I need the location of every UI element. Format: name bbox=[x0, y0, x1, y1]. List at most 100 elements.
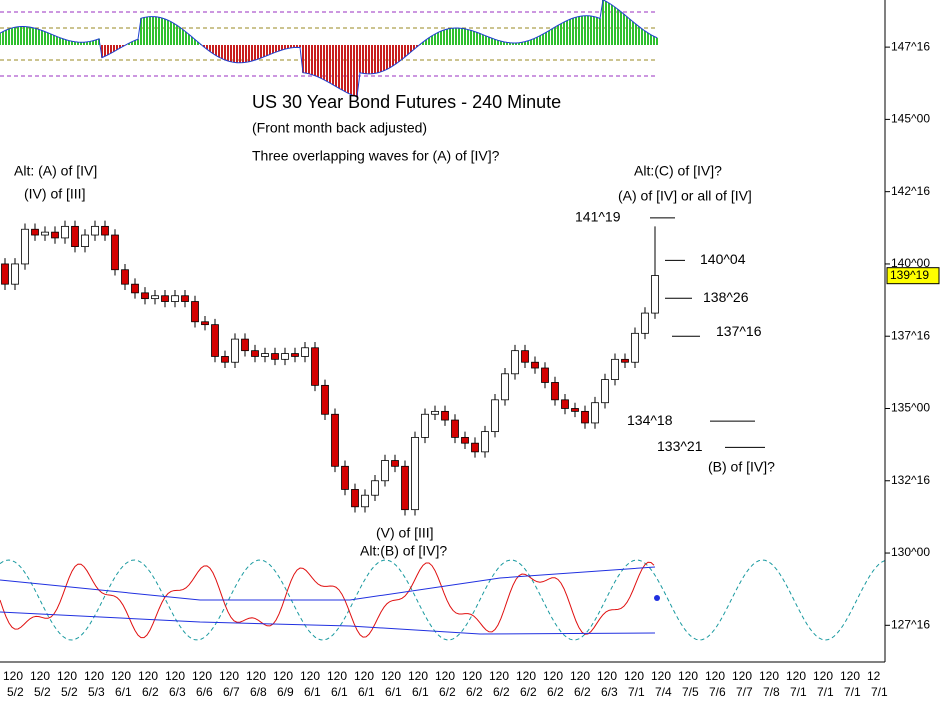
x-date-label: 6/2 bbox=[547, 685, 564, 699]
x-date-label: 7/1 bbox=[628, 685, 645, 699]
x-date-label: 6/2 bbox=[466, 685, 483, 699]
candle-body bbox=[231, 338, 239, 363]
candle-body bbox=[31, 228, 39, 236]
y-tick-label: 127^16 bbox=[891, 617, 930, 631]
x-time-label: 120 bbox=[570, 669, 590, 683]
candle-body bbox=[321, 384, 329, 415]
x-date-label: 7/1 bbox=[871, 685, 888, 699]
candle-body bbox=[41, 231, 49, 236]
candle-body bbox=[291, 353, 299, 357]
x-date-label: 7/5 bbox=[682, 685, 699, 699]
y-tick-label: 140^00 bbox=[891, 256, 930, 270]
candle-body bbox=[261, 353, 269, 357]
x-time-label: 120 bbox=[246, 669, 266, 683]
candle-body bbox=[411, 436, 419, 511]
level-label: 137^16 bbox=[716, 323, 762, 339]
level-label: 141^19 bbox=[575, 209, 621, 225]
candle-body bbox=[621, 358, 629, 363]
x-date-label: 7/6 bbox=[709, 685, 726, 699]
x-date-label: 5/2 bbox=[7, 685, 24, 699]
candle-body bbox=[631, 332, 639, 363]
candle-body bbox=[21, 228, 29, 265]
x-time-label: 120 bbox=[111, 669, 131, 683]
x-time-label: 120 bbox=[354, 669, 374, 683]
candle-body bbox=[241, 338, 249, 352]
candle-body bbox=[271, 353, 279, 360]
x-time-label: 120 bbox=[759, 669, 779, 683]
candle-body bbox=[361, 494, 369, 508]
candle-body bbox=[341, 465, 349, 490]
candle-body bbox=[221, 356, 229, 363]
x-time-label: 120 bbox=[732, 669, 752, 683]
x-time-label: 120 bbox=[651, 669, 671, 683]
level-label: 140^04 bbox=[700, 251, 746, 267]
candle-body bbox=[541, 367, 549, 383]
candle-body bbox=[611, 358, 619, 380]
candle-body bbox=[471, 442, 479, 453]
signal-dot bbox=[654, 595, 660, 601]
candle-body bbox=[641, 312, 649, 334]
x-date-label: 6/2 bbox=[574, 685, 591, 699]
candle-body bbox=[201, 321, 209, 326]
x-date-label: 7/1 bbox=[817, 685, 834, 699]
x-time-label: 120 bbox=[543, 669, 563, 683]
level-label: 133^21 bbox=[657, 438, 703, 454]
candle-body bbox=[191, 301, 199, 323]
candle-body bbox=[491, 399, 499, 433]
level-label: 138^26 bbox=[703, 289, 749, 305]
x-time-label: 120 bbox=[597, 669, 617, 683]
chart-subtitle: (Front month back adjusted) bbox=[252, 120, 427, 136]
y-tick-label: 147^16 bbox=[891, 39, 930, 53]
x-time-label: 12 bbox=[867, 669, 881, 683]
candle-body bbox=[371, 480, 379, 496]
candle-body bbox=[301, 347, 309, 357]
stochastic-line bbox=[0, 561, 655, 639]
x-time-label: 120 bbox=[381, 669, 401, 683]
x-date-label: 6/7 bbox=[223, 685, 240, 699]
candle-body bbox=[421, 413, 429, 438]
candle-body bbox=[11, 263, 19, 285]
candle-body bbox=[161, 295, 169, 302]
candle-body bbox=[71, 225, 79, 247]
candle-body bbox=[181, 295, 189, 302]
candle-body bbox=[461, 436, 469, 444]
x-time-label: 120 bbox=[219, 669, 239, 683]
indicator-panels bbox=[0, 0, 886, 641]
candle-body bbox=[601, 379, 609, 404]
candle-body bbox=[331, 413, 339, 467]
annotation: (A) of [IV] or all of [IV] bbox=[618, 188, 752, 204]
annotation: (B) of [IV]? bbox=[708, 459, 775, 475]
level-label: 134^18 bbox=[627, 412, 673, 428]
y-tick-label: 130^00 bbox=[891, 545, 930, 559]
x-date-label: 6/2 bbox=[142, 685, 159, 699]
x-date-label: 6/1 bbox=[115, 685, 132, 699]
candle-body bbox=[651, 275, 659, 314]
candle-body bbox=[451, 419, 459, 438]
candle-body bbox=[61, 225, 69, 239]
x-time-label: 120 bbox=[813, 669, 833, 683]
annotation: Alt:(C) of [IV]? bbox=[634, 163, 722, 179]
cycle-line bbox=[0, 559, 886, 641]
x-time-label: 120 bbox=[840, 669, 860, 683]
x-date-label: 6/2 bbox=[439, 685, 456, 699]
x-time-label: 120 bbox=[705, 669, 725, 683]
candle-body bbox=[481, 431, 489, 453]
candle-body bbox=[431, 410, 439, 415]
annotation: (IV) of [III] bbox=[24, 186, 85, 202]
candle-body bbox=[311, 347, 319, 386]
candle-body bbox=[351, 489, 359, 508]
candle-body bbox=[121, 269, 129, 285]
x-date-label: 6/2 bbox=[493, 685, 510, 699]
candle-body bbox=[501, 373, 509, 401]
annotation: Alt: (A) of [IV] bbox=[14, 163, 97, 179]
x-time-label: 120 bbox=[678, 669, 698, 683]
x-time-label: 120 bbox=[624, 669, 644, 683]
x-time-label: 120 bbox=[138, 669, 158, 683]
annotation: (V) of [III] bbox=[376, 525, 434, 541]
candle-body bbox=[131, 283, 139, 294]
candle-body bbox=[521, 350, 529, 363]
x-time-label: 120 bbox=[489, 669, 509, 683]
x-time-label: 120 bbox=[408, 669, 428, 683]
x-date-label: 7/4 bbox=[655, 685, 672, 699]
